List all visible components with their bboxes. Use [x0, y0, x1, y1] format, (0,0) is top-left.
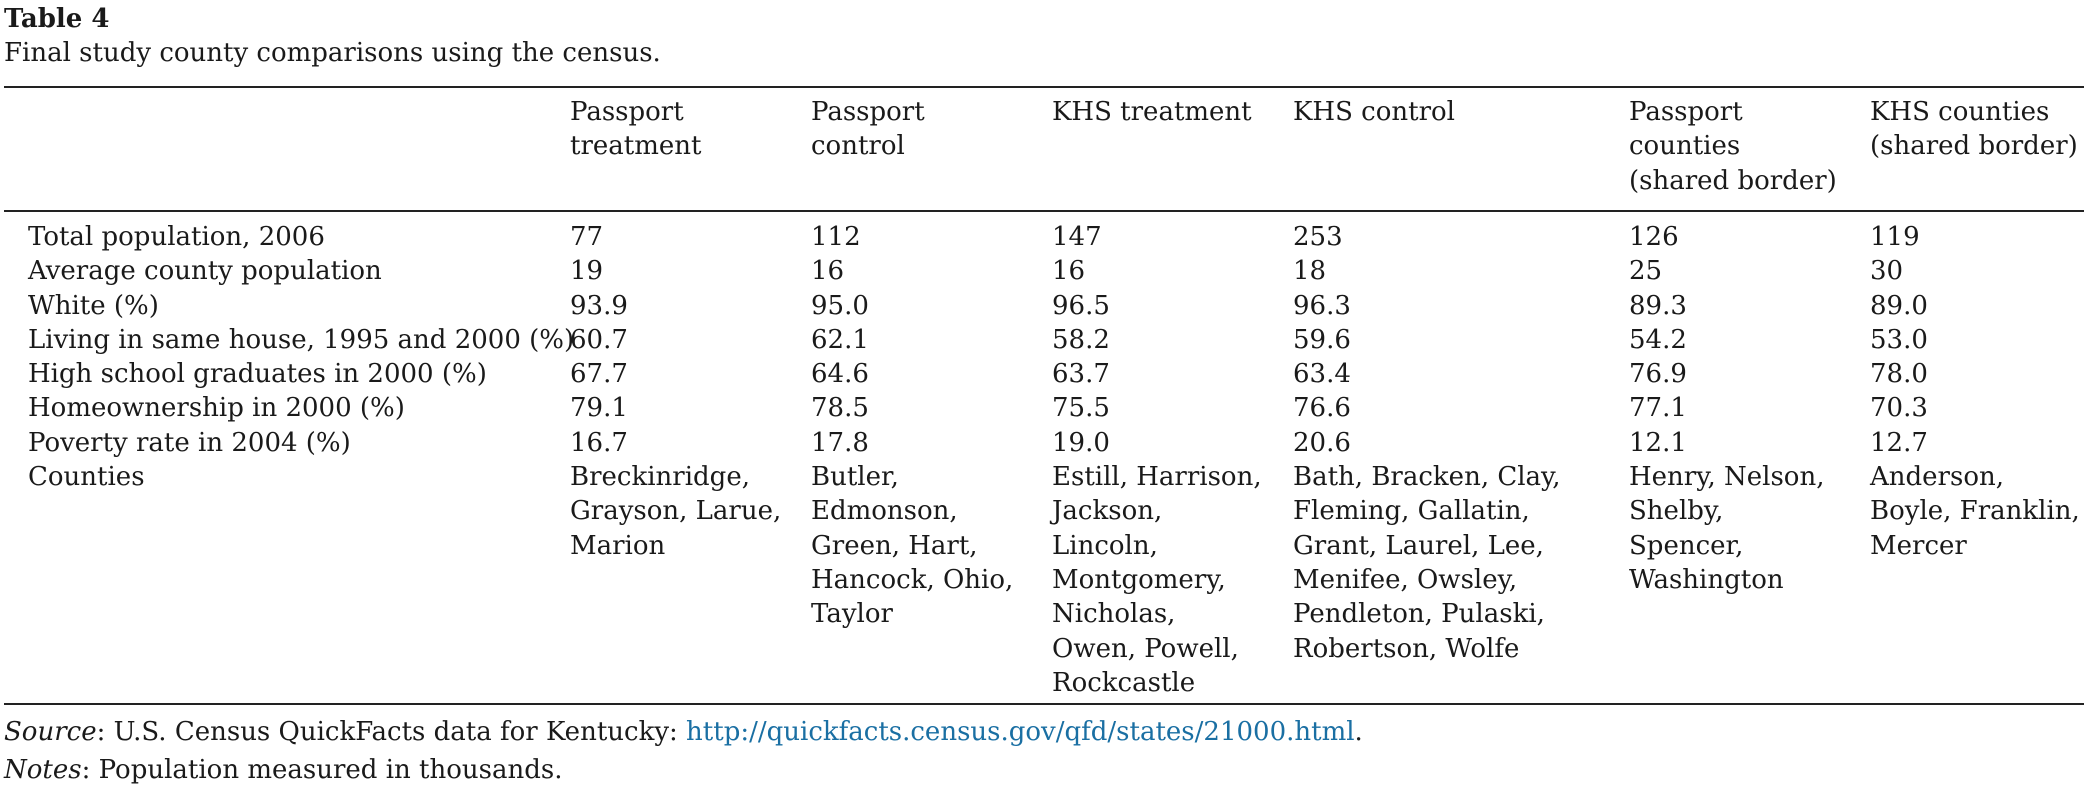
table-cell: 112: [811, 222, 861, 252]
counties-cell-passport-counties: Henry, Nelson, Shelby, Spencer, Washingt…: [1629, 462, 1825, 595]
header-cell-stub: [4, 95, 570, 210]
header-cell-passport-control: Passport control: [811, 97, 925, 162]
bottom-rule: [4, 703, 2084, 706]
row-label-poverty-rate: Poverty rate in 2004 (%): [28, 427, 351, 458]
source-link[interactable]: http://quickfacts.census.gov/qfd/states/…: [686, 717, 1355, 748]
source-footnote: Source: U.S. Census QuickFacts data for …: [4, 713, 2084, 751]
counties-cell-khs-control: Bath, Bracken, Clay, Fleming, Gallatin, …: [1293, 462, 1561, 664]
table-cell: 70.3: [1870, 393, 1928, 424]
source-end: .: [1354, 717, 1363, 748]
source-text: : U.S. Census QuickFacts data for Kentuc…: [96, 717, 687, 748]
source-label: Source: [4, 717, 97, 748]
table-header: Passport treatment Passport control KHS …: [4, 88, 2084, 210]
table-cell: 75.5: [1052, 393, 1110, 424]
table-cell: 64.6: [811, 359, 869, 390]
table-cell: 19.0: [1052, 427, 1110, 458]
table-cell: 89.3: [1629, 290, 1687, 321]
table-cell: 20.6: [1293, 427, 1351, 458]
header-cell-khs-control: KHS control: [1293, 97, 1455, 127]
table-cell: 59.6: [1293, 324, 1351, 355]
notes-label: Notes: [4, 755, 82, 786]
table-cell: 126: [1629, 222, 1679, 252]
table-cell: 18: [1293, 256, 1327, 287]
table-cell: 119: [1870, 222, 1920, 252]
row-label-total-population: Total population, 2006: [28, 222, 325, 252]
table-cell: 60.7: [570, 324, 628, 355]
table-cell: 78.5: [811, 393, 869, 424]
row-label-homeownership: Homeownership in 2000 (%): [28, 393, 405, 424]
table-cell: 12.7: [1870, 427, 1928, 458]
header-cell-khs-counties: KHS counties (shared border): [1870, 97, 2078, 162]
header-rule: [4, 210, 2084, 212]
header-cell-passport-treatment: Passport treatment: [570, 97, 702, 162]
table-cell: 63.7: [1052, 359, 1110, 390]
counties-cell-passport-treatment: Breckinridge, Grayson, Larue, Marion: [570, 462, 782, 561]
notes-footnote: Notes: Population measured in thousands.: [4, 751, 2084, 789]
row-label-white: White (%): [28, 290, 159, 321]
table-cell: 93.9: [570, 290, 628, 321]
table-cell: 25: [1629, 256, 1663, 287]
table-label: Table 4: [4, 4, 110, 34]
table-cell: 77: [570, 222, 604, 252]
table-cell: 95.0: [811, 290, 869, 321]
table-figure: Table 4 Final study county comparisons u…: [4, 0, 2084, 789]
table-cell: 89.0: [1870, 290, 1928, 321]
table-cell: 78.0: [1870, 359, 1928, 390]
table-cell: 253: [1293, 222, 1343, 252]
counties-cell-khs-treatment: Estill, Harrison, Jackson, Lincoln, Mont…: [1052, 462, 1262, 698]
header-cell-khs-treatment: KHS treatment: [1052, 97, 1252, 127]
table-cell: 67.7: [570, 359, 628, 390]
table-cell: 62.1: [811, 324, 869, 355]
table-cell: 16: [1052, 256, 1086, 287]
table-body: Total population, 2006 77 112 147 253 12…: [4, 212, 2084, 703]
table-cell: 16.7: [570, 427, 628, 458]
row-label-average-county-population: Average county population: [28, 256, 382, 287]
counties-cell-khs-counties: Anderson, Boyle, Franklin, Mercer: [1870, 462, 2080, 561]
header-cell-passport-counties: Passport counties (shared border): [1629, 97, 1837, 196]
table-caption: Final study county comparisons using the…: [4, 38, 661, 68]
table-cell: 58.2: [1052, 324, 1110, 355]
table-cell: 16: [811, 256, 845, 287]
table-cell: 79.1: [570, 393, 628, 424]
table-cell: 30: [1870, 256, 1904, 287]
table-cell: 17.8: [811, 427, 869, 458]
table-cell: 147: [1052, 222, 1102, 252]
notes-text: : Population measured in thousands.: [81, 755, 563, 786]
row-label-counties: Counties: [28, 462, 145, 493]
row-label-high-school-graduates: High school graduates in 2000 (%): [28, 359, 487, 390]
table-cell: 63.4: [1293, 359, 1351, 390]
table-cell: 54.2: [1629, 324, 1687, 355]
table-cell: 96.5: [1052, 290, 1110, 321]
table-cell: 19: [570, 256, 604, 287]
table-cell: 53.0: [1870, 324, 1928, 355]
top-rule: [4, 86, 2084, 88]
table-cell: 76.6: [1293, 393, 1351, 424]
table-cell: 96.3: [1293, 290, 1351, 321]
counties-cell-passport-control: Butler, Edmonson, Green, Hart, Hancock, …: [811, 462, 1014, 630]
row-label-living-same-house: Living in same house, 1995 and 2000 (%): [28, 324, 575, 355]
table-cell: 12.1: [1629, 427, 1687, 458]
table-cell: 77.1: [1629, 393, 1687, 424]
table-cell: 76.9: [1629, 359, 1687, 390]
